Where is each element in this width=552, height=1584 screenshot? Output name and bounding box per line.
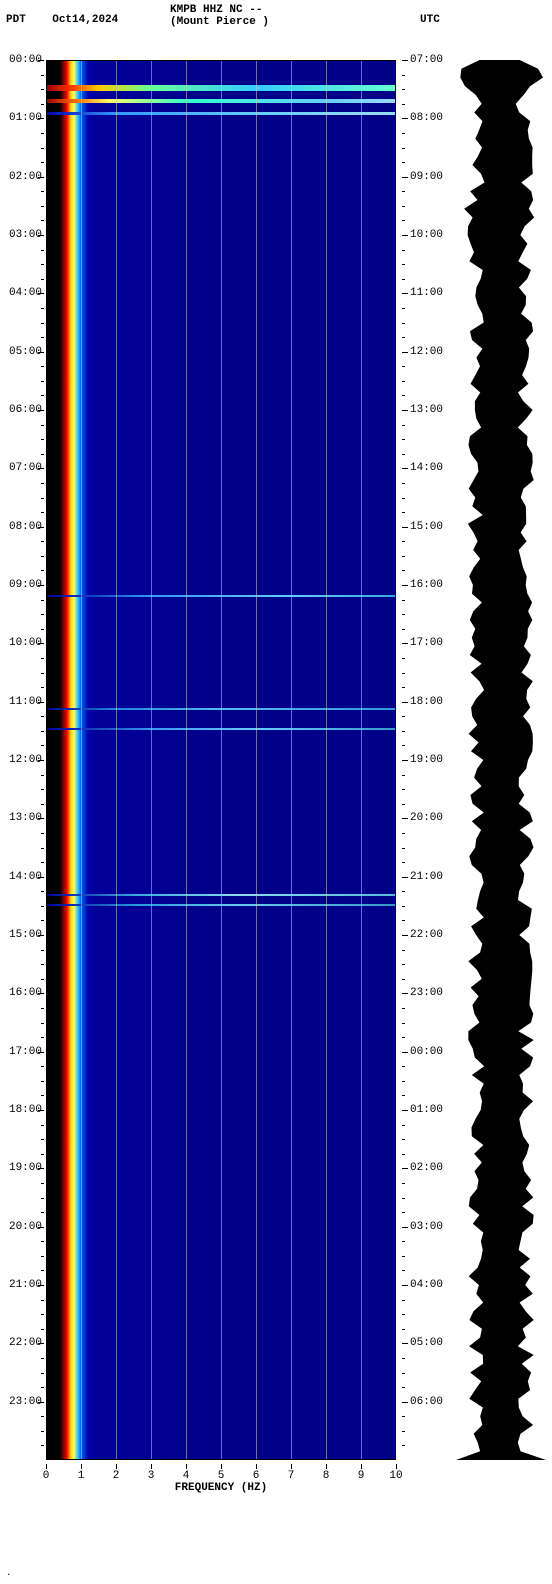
x-tick-label: 9 — [358, 1470, 365, 1482]
utc-axis: 07:0008:0009:0010:0011:0012:0013:0014:00… — [402, 60, 446, 1460]
header-left: PDT Oct14,2024 — [6, 14, 118, 26]
gridline — [256, 60, 257, 1460]
tz-right-label: UTC — [420, 14, 440, 26]
utc-hour-label: 15:00 — [410, 521, 443, 533]
station-line2: (Mount Pierce ) — [170, 16, 269, 28]
utc-hour-label: 17:00 — [410, 637, 443, 649]
waveform-trace — [456, 60, 546, 1460]
header: PDT Oct14,2024 KMPB HHZ NC -- (Mount Pie… — [0, 0, 552, 40]
gridline — [186, 60, 187, 1460]
utc-hour-label: 22:00 — [410, 929, 443, 941]
utc-hour-label: 01:00 — [410, 1104, 443, 1116]
utc-hour-label: 18:00 — [410, 696, 443, 708]
x-tick-label: 10 — [389, 1470, 402, 1482]
gridline — [361, 60, 362, 1460]
utc-hour-label: 11:00 — [410, 287, 443, 299]
utc-hour-label: 14:00 — [410, 462, 443, 474]
gridline — [291, 60, 292, 1460]
utc-hour-label: 10:00 — [410, 229, 443, 241]
header-right: UTC — [420, 14, 440, 26]
x-tick-label: 6 — [253, 1470, 260, 1482]
gridline — [326, 60, 327, 1460]
utc-hour-label: 06:00 — [410, 1396, 443, 1408]
x-tick-label: 3 — [148, 1470, 155, 1482]
x-tick-label: 8 — [323, 1470, 330, 1482]
utc-hour-label: 21:00 — [410, 871, 443, 883]
pdt-axis: 00:0001:0002:0003:0004:0005:0006:0007:00… — [6, 60, 44, 1460]
x-tick-label: 5 — [218, 1470, 225, 1482]
utc-hour-label: 03:00 — [410, 1221, 443, 1233]
x-tick-label: 4 — [183, 1470, 190, 1482]
utc-hour-label: 02:00 — [410, 1162, 443, 1174]
frequency-axis: FREQUENCY (HZ) 012345678910 — [46, 1464, 396, 1496]
x-tick-label: 1 — [78, 1470, 85, 1482]
utc-hour-label: 12:00 — [410, 346, 443, 358]
utc-hour-label: 19:00 — [410, 754, 443, 766]
spectrogram-plot — [46, 60, 396, 1460]
gridline — [221, 60, 222, 1460]
waveform-panel — [456, 60, 546, 1460]
utc-hour-label: 04:00 — [410, 1279, 443, 1291]
utc-hour-label: 08:00 — [410, 112, 443, 124]
tz-left-label: PDT — [6, 14, 26, 26]
utc-hour-label: 16:00 — [410, 579, 443, 591]
gridline — [116, 60, 117, 1460]
date-label: Oct14,2024 — [52, 14, 118, 26]
x-tick-label: 2 — [113, 1470, 120, 1482]
utc-hour-label: 00:00 — [410, 1046, 443, 1058]
utc-hour-label: 09:00 — [410, 171, 443, 183]
utc-hour-label: 07:00 — [410, 54, 443, 66]
canvas: PDT Oct14,2024 KMPB HHZ NC -- (Mount Pie… — [0, 0, 552, 1584]
utc-hour-label: 13:00 — [410, 404, 443, 416]
x-axis-title: FREQUENCY (HZ) — [175, 1482, 267, 1494]
x-tick-label: 7 — [288, 1470, 295, 1482]
footer-mark: . — [6, 1568, 11, 1578]
utc-hour-label: 05:00 — [410, 1337, 443, 1349]
gridline — [81, 60, 82, 1460]
gridline — [151, 60, 152, 1460]
station-line1: KMPB HHZ NC -- — [170, 4, 269, 16]
x-tick-label: 0 — [43, 1470, 50, 1482]
utc-hour-label: 23:00 — [410, 987, 443, 999]
utc-hour-label: 20:00 — [410, 812, 443, 824]
header-mid: KMPB HHZ NC -- (Mount Pierce ) — [170, 4, 269, 28]
